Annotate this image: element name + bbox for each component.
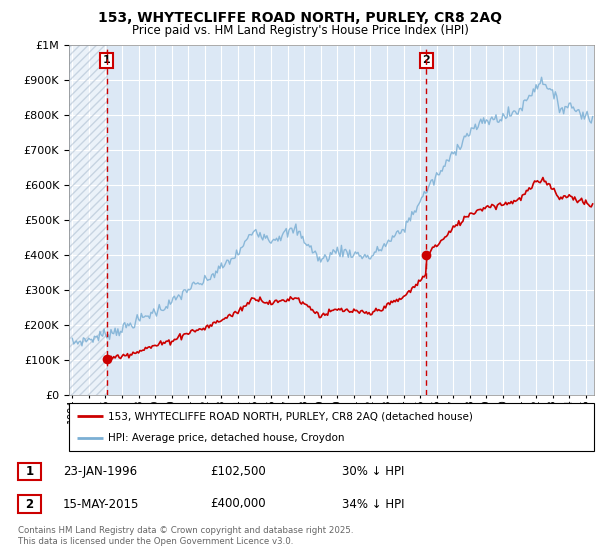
Text: HPI: Average price, detached house, Croydon: HPI: Average price, detached house, Croy…: [109, 433, 345, 443]
Text: 15-MAY-2015: 15-MAY-2015: [63, 497, 139, 511]
Text: 1: 1: [25, 465, 34, 478]
Text: Price paid vs. HM Land Registry's House Price Index (HPI): Price paid vs. HM Land Registry's House …: [131, 24, 469, 36]
Text: 23-JAN-1996: 23-JAN-1996: [63, 465, 137, 478]
FancyBboxPatch shape: [69, 403, 594, 451]
Text: 2: 2: [25, 497, 34, 511]
Text: £400,000: £400,000: [210, 497, 266, 511]
Text: £102,500: £102,500: [210, 465, 266, 478]
Bar: [69, 45, 107, 395]
Text: 30% ↓ HPI: 30% ↓ HPI: [342, 465, 404, 478]
Text: 1: 1: [103, 55, 110, 66]
Text: 153, WHYTECLIFFE ROAD NORTH, PURLEY, CR8 2AQ (detached house): 153, WHYTECLIFFE ROAD NORTH, PURLEY, CR8…: [109, 411, 473, 421]
Text: 153, WHYTECLIFFE ROAD NORTH, PURLEY, CR8 2AQ: 153, WHYTECLIFFE ROAD NORTH, PURLEY, CR8…: [98, 11, 502, 25]
Text: 2: 2: [422, 55, 430, 66]
Text: Contains HM Land Registry data © Crown copyright and database right 2025.
This d: Contains HM Land Registry data © Crown c…: [18, 526, 353, 546]
Text: 34% ↓ HPI: 34% ↓ HPI: [342, 497, 404, 511]
